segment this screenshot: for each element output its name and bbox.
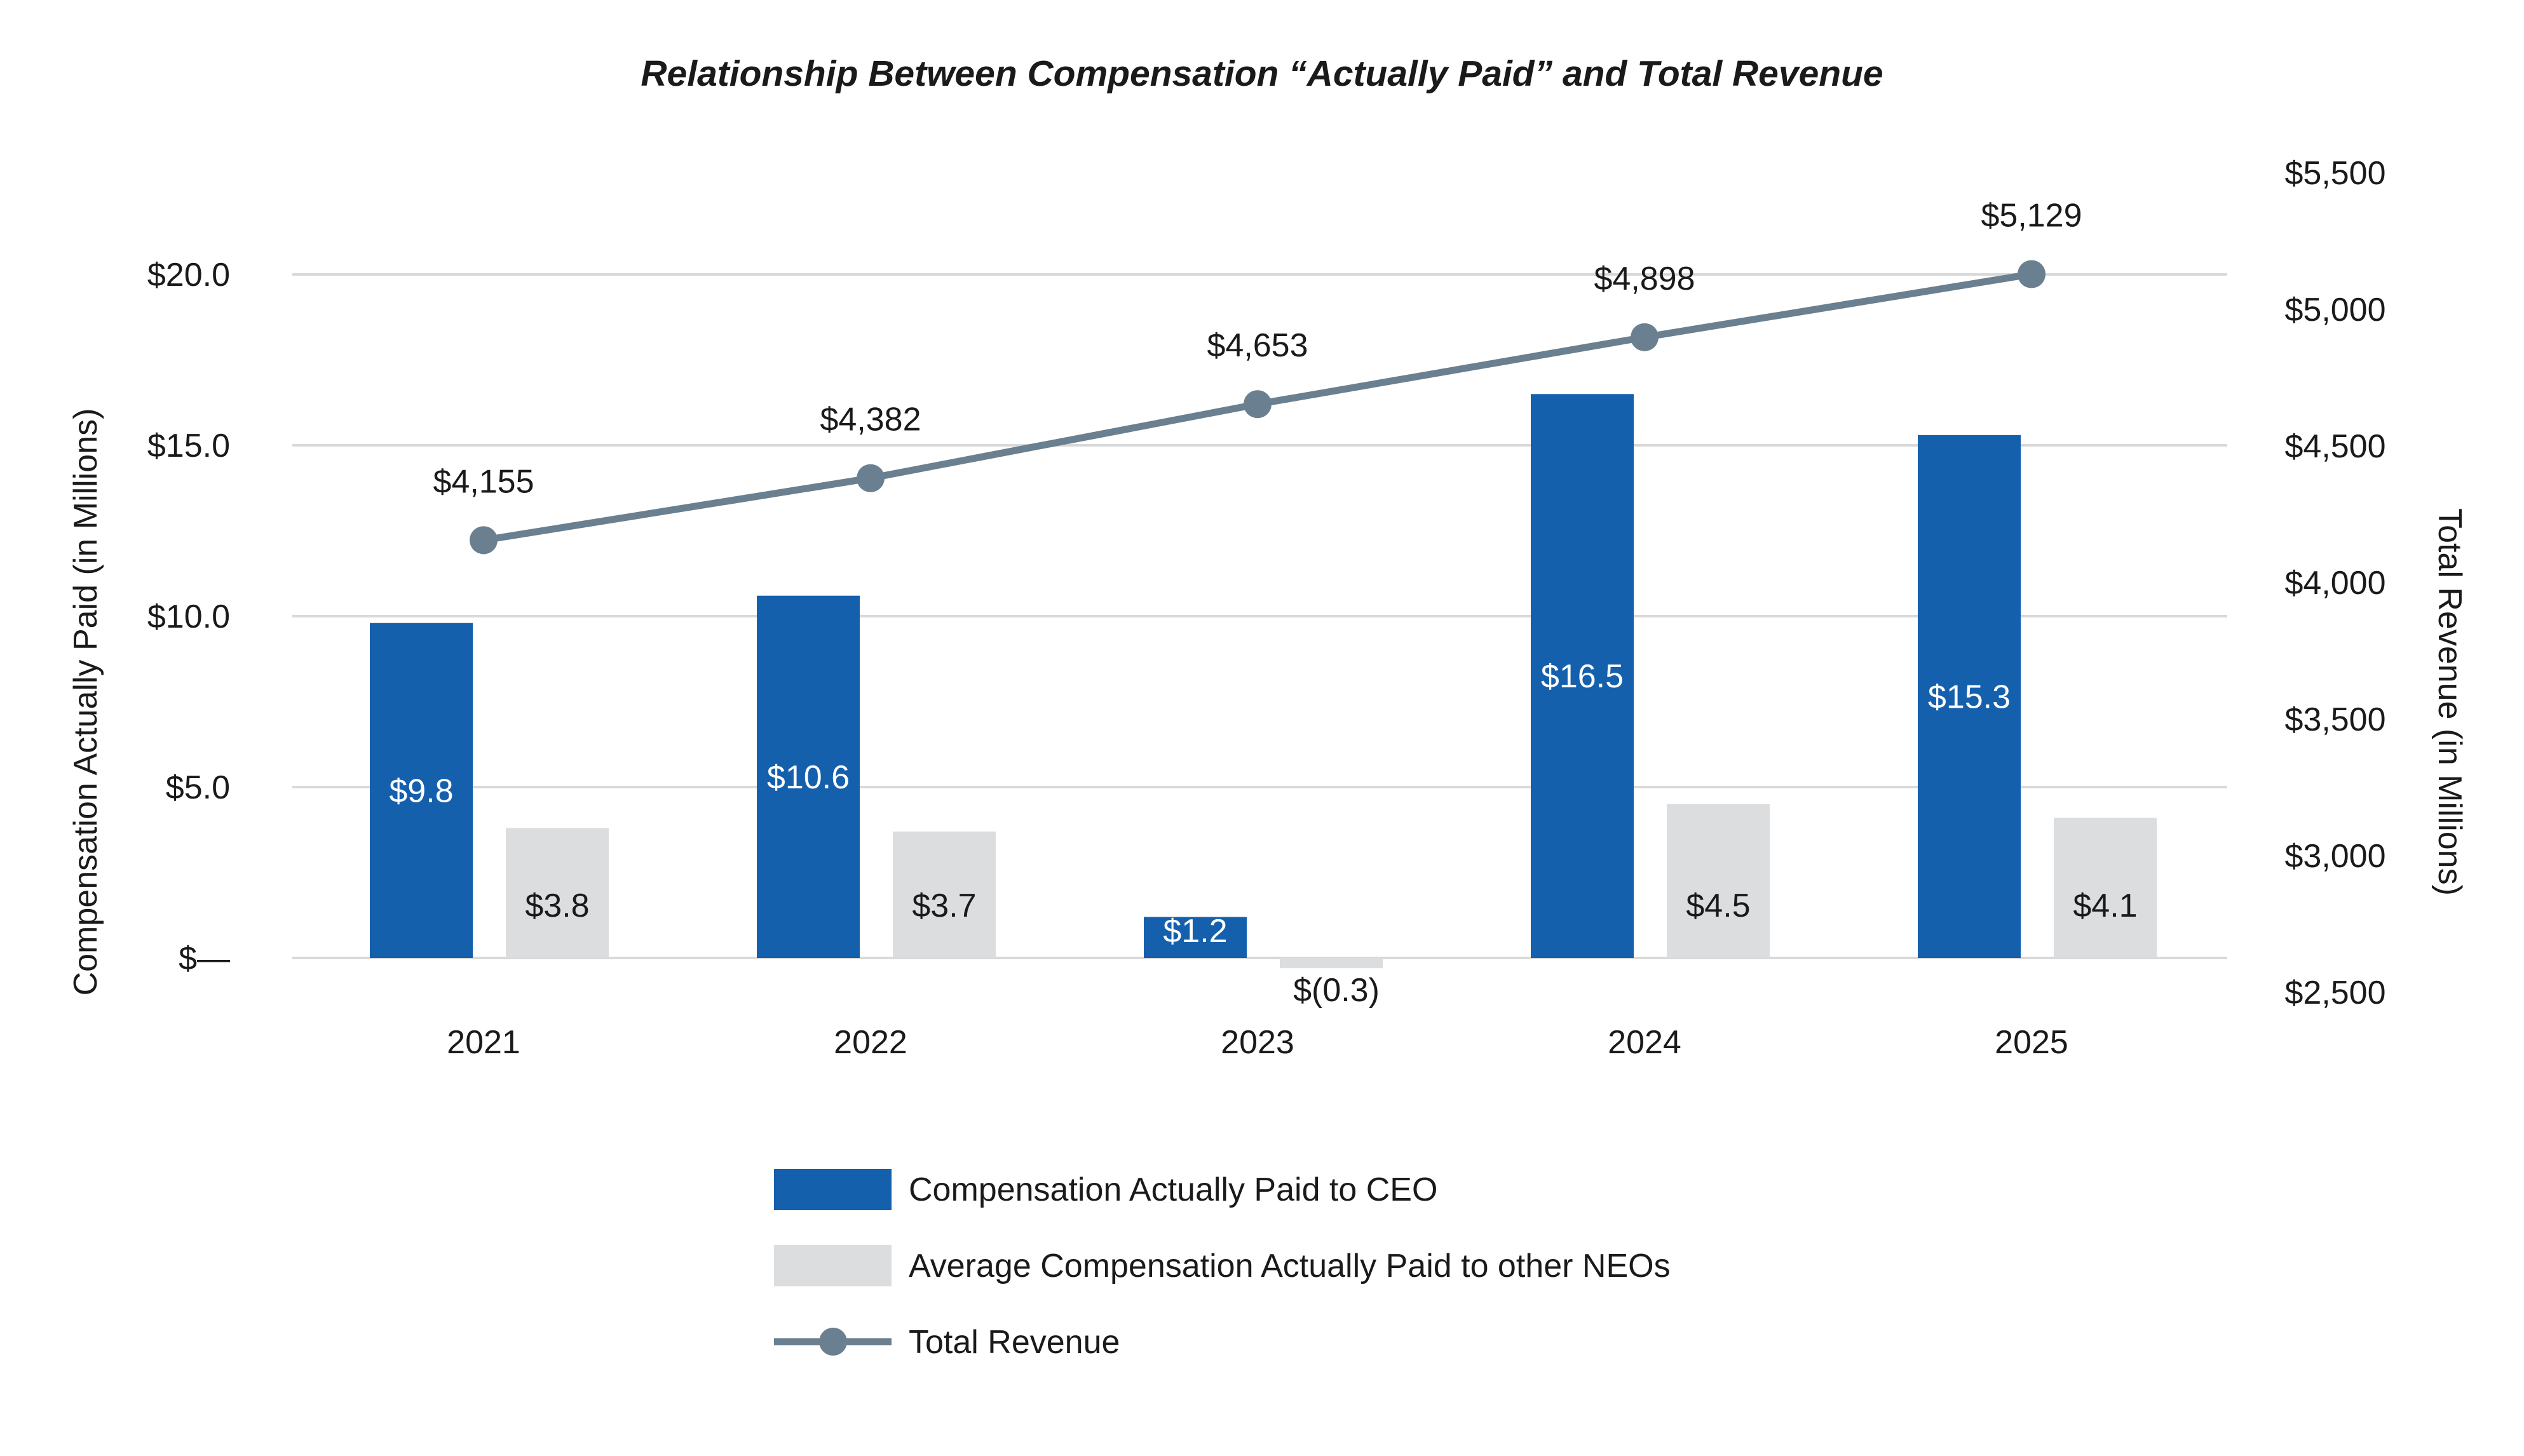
revenue-point [1631,323,1659,351]
left-tick-label: $5.0 [166,769,230,806]
right-tick-label: $3,500 [2284,701,2385,738]
right-axis-title: Total Revenue (in Millions) [2431,508,2468,896]
right-axis: $2,500 $3,000 $3,500 $4,000 $4,500 $5,000 $5,5… [2284,155,2385,1011]
x-tick-label: 2024 [1608,1024,1681,1061]
ceo-bar [370,623,473,958]
left-tick-label: $15.0 [147,428,230,464]
legend-swatch-revenue-marker [819,1328,847,1356]
neo-bar [1667,804,1770,958]
neo-bar-label: $(0.3) [1293,972,1380,1009]
x-axis-labels: 2021 2022 2023 2024 2025 [447,1024,2068,1061]
bars: $9.8 $10.6 $1.2 $16.5 $15.3 $3.8 $3.7 $(0.3) $4.… [370,394,2157,1009]
gridlines [292,273,2227,959]
revenue-point [2018,260,2046,288]
ceo-bar [1918,435,2021,958]
ceo-bar [1144,917,1247,958]
revenue-point [470,526,498,555]
legend-label-neo: Average Compensation Actually Paid to ot… [909,1248,1671,1284]
left-axis-title: Compensation Actually Paid (in Millions) [67,408,104,996]
revenue-point-label: $4,382 [820,401,921,438]
revenue-point [1244,390,1272,419]
x-tick-label: 2022 [834,1024,907,1061]
ceo-bar-label: $9.8 [389,772,453,809]
revenue-point-label: $5,129 [1981,198,2082,234]
ceo-bar [1531,394,1634,958]
x-tick-label: 2023 [1221,1024,1294,1061]
chart-title: Relationship Between Compensation “Actua… [641,53,1883,94]
legend-swatch-neo [774,1245,892,1286]
neo-bar [893,831,996,958]
legend: Compensation Actually Paid to CEO Average… [774,1169,1671,1361]
right-tick-label: $3,000 [2284,838,2385,875]
left-tick-label: $10.0 [147,598,230,635]
left-tick-label: $— [179,940,230,977]
right-tick-label: $2,500 [2284,974,2385,1011]
revenue-point-label: $4,155 [433,463,534,500]
right-tick-label: $4,000 [2284,565,2385,602]
ceo-bar-label: $10.6 [767,759,850,796]
revenue-line: $4,155 $4,382 $4,653 $4,898 $5,129 [433,198,2082,555]
ceo-bar [757,595,860,958]
neo-bar [1280,958,1383,969]
right-tick-label: $5,500 [2284,155,2385,192]
legend-label-ceo: Compensation Actually Paid to CEO [909,1171,1437,1208]
right-tick-label: $4,500 [2284,428,2385,465]
legend-swatch-ceo [774,1169,892,1210]
left-tick-label: $20.0 [147,257,230,293]
revenue-point-label: $4,898 [1594,260,1695,297]
neo-bar-label: $3.8 [525,887,589,924]
neo-bar-label: $3.7 [912,887,976,924]
x-tick-label: 2025 [1995,1024,2068,1061]
neo-bar [2054,818,2157,958]
x-tick-label: 2021 [447,1024,520,1061]
neo-bar-label: $4.5 [1686,887,1750,924]
neo-bar [506,828,609,958]
legend-label-revenue: Total Revenue [909,1324,1120,1361]
ceo-bar-label: $15.3 [1928,678,2011,715]
revenue-point [857,464,885,492]
ceo-bar-label: $1.2 [1163,913,1227,950]
ceo-bar-label: $16.5 [1541,658,1624,695]
right-tick-label: $5,000 [2284,292,2385,328]
left-axis: $— $5.0 $10.0 $15.0 $20.0 [147,257,230,977]
neo-bar-label: $4.1 [2073,887,2137,924]
revenue-point-label: $4,653 [1207,327,1308,364]
